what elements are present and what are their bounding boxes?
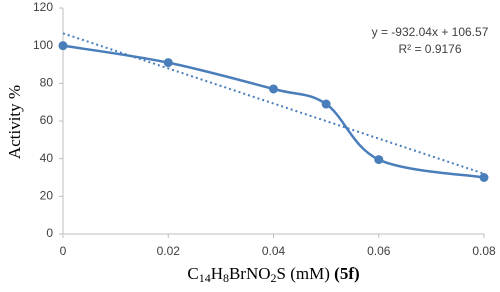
y-tick-label: 20 (40, 189, 54, 203)
data-point (374, 155, 384, 165)
y-tick-label: 0 (46, 226, 53, 240)
y-tick-label: 120 (33, 0, 53, 14)
x-tick-label: 0.06 (367, 244, 391, 258)
x-tick-label: 0.08 (472, 244, 496, 258)
x-tick-label: 0.04 (262, 244, 286, 258)
x-tick-label: 0 (60, 244, 67, 258)
y-tick-label: 80 (40, 76, 54, 90)
series-line (62, 44, 485, 179)
x-axis-label-part: S (mM) (277, 264, 335, 283)
x-axis-label-part: (5f) (334, 264, 359, 283)
trendline (62, 32, 485, 175)
x-tick-label: 0.02 (157, 244, 181, 258)
x-axis-label-part: BrNO (229, 264, 271, 283)
x-axis-label-part: H (211, 264, 223, 283)
data-point (58, 41, 68, 51)
y-tick-label: 40 (40, 151, 54, 165)
data-point (163, 58, 173, 68)
trendline-equation: y = -932.04x + 106.57 (372, 25, 489, 39)
y-tick-label: 100 (33, 38, 53, 52)
x-axis-label: C14H8BrNO2S (mM) (5f) (187, 264, 359, 285)
trendline-r-squared: R² = 0.9176 (398, 42, 461, 56)
data-point (321, 99, 331, 109)
x-axis-label-part: C (187, 264, 198, 283)
data-point (269, 84, 278, 94)
data-point (479, 173, 489, 182)
x-axis-label-part: 8 (223, 271, 229, 285)
y-tick-label: 60 (40, 113, 54, 127)
y-axis-label: Activity % (5, 85, 24, 159)
x-axis-label-part: 2 (271, 271, 277, 285)
x-axis-label-part: 14 (199, 271, 211, 285)
